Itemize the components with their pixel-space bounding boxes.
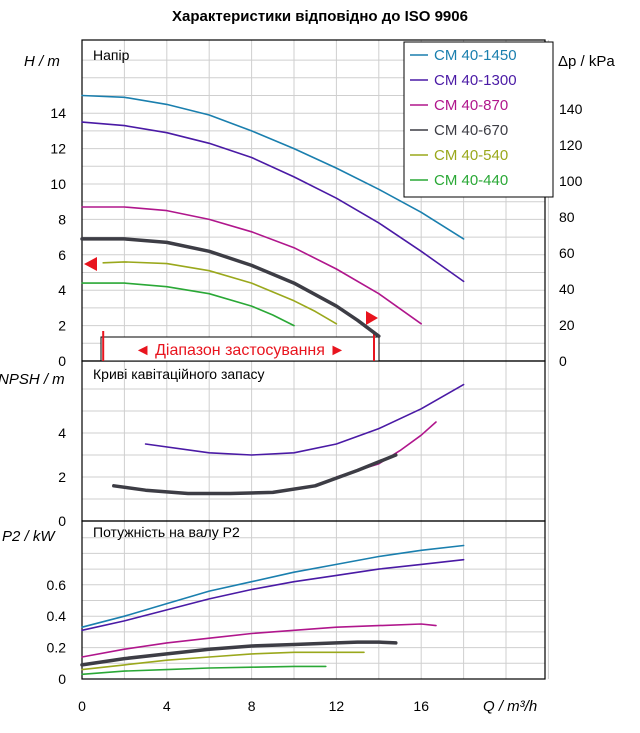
head-y-tick-label: 10: [50, 176, 66, 192]
head-y-tick-label: 0: [58, 353, 66, 369]
power-curve-cm-40-1300: [81, 558, 465, 632]
head-curve-cm-40-1450: [81, 94, 465, 240]
legend-entry: CM 40-670: [434, 122, 508, 139]
power-y-axis-label: P2 / kW: [2, 528, 56, 545]
npsh-y-tick-label: 2: [58, 469, 66, 485]
head-curve-cm-40-670: [80, 237, 381, 338]
npsh-panel-label: Криві кавітаційного запасу: [93, 366, 265, 382]
power-curve-cm-40-540: [81, 651, 365, 671]
power-panel-label: Потужність на валу P2: [93, 524, 240, 540]
range-right-arrow: [366, 311, 378, 325]
legend-entry: CM 40-1450: [434, 47, 517, 64]
power-y-tick-label: 0.4: [47, 608, 67, 624]
head-curve-cm-40-870: [81, 206, 423, 325]
head-y2-tick-label: 140: [559, 101, 583, 117]
head-y2-axis-label: Δp / kPa: [558, 53, 615, 70]
npsh-y-tick-label: 4: [58, 425, 66, 441]
head-y2-tick-label: 40: [559, 281, 575, 297]
npsh-curve-cm-40-670: [112, 453, 398, 496]
head-y-tick-label: 2: [58, 318, 66, 334]
x-tick-label: 16: [413, 698, 429, 714]
power-curve-cm-40-670: [80, 640, 398, 667]
legend-entry: CM 40-440: [434, 172, 508, 189]
panel-frame-npsh: [81, 360, 546, 522]
npsh-curve-cm-40-1300: [144, 383, 465, 456]
head-y-tick-label: 4: [58, 282, 66, 298]
power-y-tick-label: 0: [58, 671, 66, 687]
x-axis-label: Q / m³/h: [483, 698, 537, 715]
head-y-axis-label: H / m: [24, 53, 60, 70]
panel-frame-power: [81, 520, 546, 680]
head-y-tick-label: 6: [58, 247, 66, 263]
x-tick-label: 0: [78, 698, 86, 714]
head-y2-tick-label: 80: [559, 209, 575, 225]
power-y-tick-label: 0.2: [47, 640, 67, 656]
npsh-y-tick-label: 0: [58, 513, 66, 529]
power-y-tick-label: 0.6: [47, 577, 67, 593]
power-curve-cm-40-440: [81, 665, 327, 676]
legend-entry: CM 40-540: [434, 147, 508, 164]
head-y-tick-label: 12: [50, 141, 66, 157]
head-curve-cm-40-440: [81, 282, 295, 327]
range-label: ◄ Діапазон застосування ►: [135, 342, 345, 359]
x-tick-label: 4: [163, 698, 171, 714]
legend-box: [403, 41, 554, 198]
x-tick-label: 12: [329, 698, 345, 714]
head-y-tick-label: 14: [50, 105, 66, 121]
power-curve-cm-40-1450: [81, 544, 465, 629]
head-y2-tick-label: 0: [559, 353, 567, 369]
range-box: [100, 336, 380, 362]
head-y2-tick-label: 100: [559, 173, 583, 189]
head-y2-tick-label: 60: [559, 245, 575, 261]
head-curve-cm-40-540: [102, 261, 338, 325]
npsh-y-axis-label: NPSH / m: [0, 371, 65, 388]
power-curve-cm-40-870: [81, 623, 437, 658]
head-y2-tick-label: 120: [559, 137, 583, 153]
x-tick-label: 8: [248, 698, 256, 714]
head-y2-tick-label: 20: [559, 317, 575, 333]
legend-entry: CM 40-870: [434, 97, 508, 114]
legend-entry: CM 40-1300: [434, 72, 517, 89]
range-left-arrow: [84, 257, 97, 271]
head-panel-label: Напір: [93, 47, 130, 63]
head-y-tick-label: 8: [58, 211, 66, 227]
head-curve-cm-40-1300: [81, 121, 465, 283]
chart-title: Характеристики відповідно до ISO 9906: [172, 8, 468, 25]
